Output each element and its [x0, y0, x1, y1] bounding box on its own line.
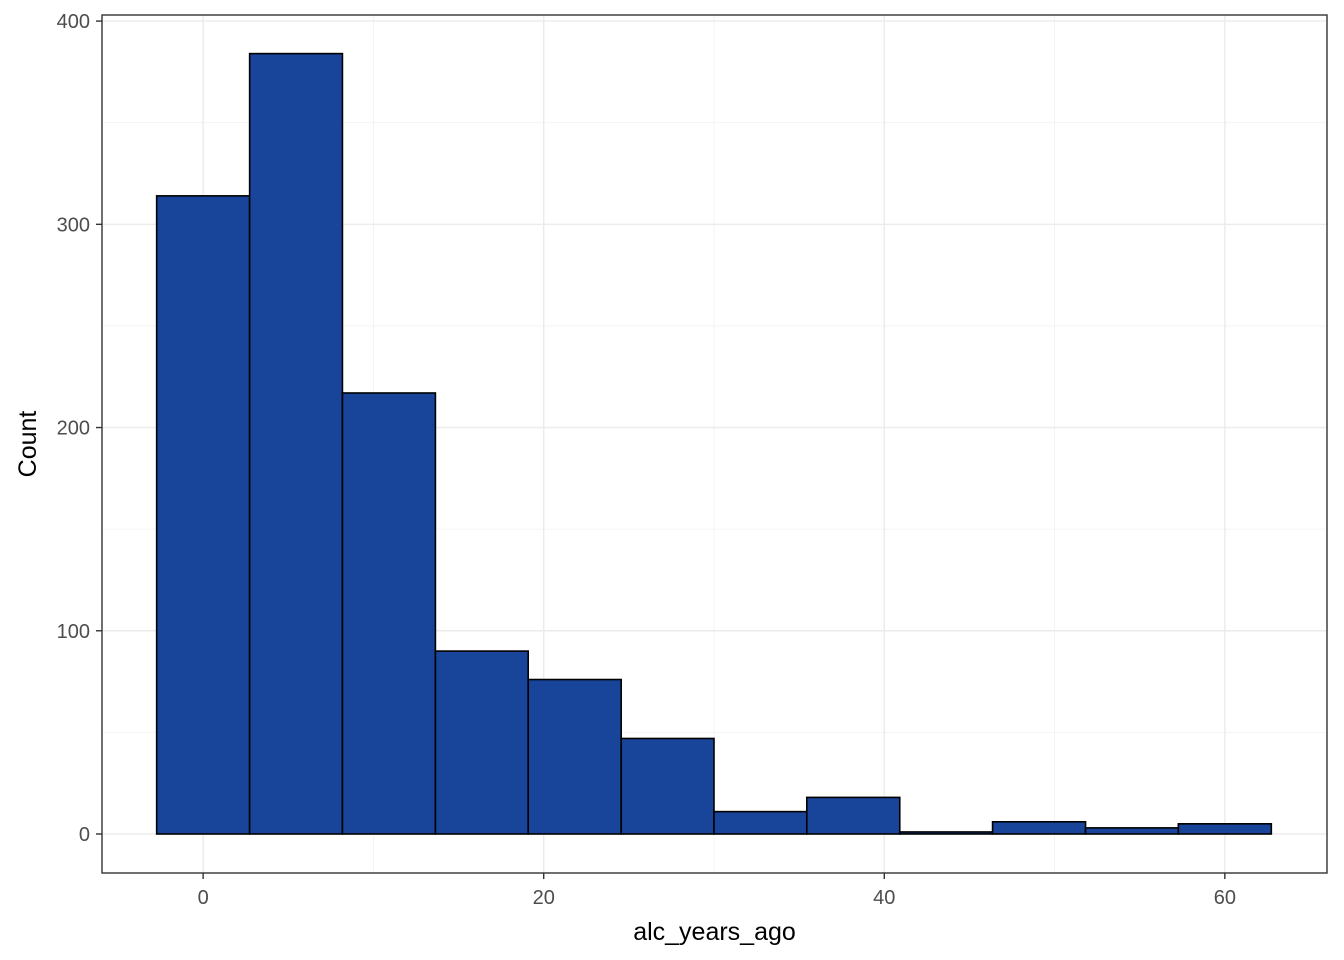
- histogram-bar: [805, 796, 901, 835]
- x-tick-label: 20: [533, 887, 555, 909]
- x-tick-label: 0: [198, 887, 209, 909]
- histogram-bar: [991, 820, 1087, 835]
- histogram-bar: [248, 52, 344, 835]
- panel-border: [101, 14, 1328, 874]
- y-tick-label: 0: [79, 824, 90, 846]
- histogram-bars: [155, 52, 1273, 835]
- histogram-bar: [527, 678, 622, 835]
- x-axis-title: alc_years_ago: [633, 918, 796, 946]
- histogram-bar: [434, 650, 530, 835]
- histogram-bar: [1177, 823, 1273, 835]
- histogram-bar: [341, 392, 437, 835]
- y-axis-title: Count: [14, 411, 42, 478]
- y-tick-label: 400: [57, 11, 90, 33]
- histogram-bar: [898, 831, 994, 835]
- histogram-bar: [1084, 827, 1180, 835]
- y-tick-label: 300: [57, 214, 90, 236]
- histogram-bar: [620, 737, 715, 835]
- y-tick-label: 200: [57, 418, 90, 440]
- x-axis: 0 20 40 60: [198, 873, 1236, 909]
- major-gridlines: [102, 15, 1327, 873]
- histogram-bar: [155, 195, 251, 835]
- x-tick-label: 40: [873, 887, 895, 909]
- y-tick-label: 100: [57, 621, 90, 643]
- histogram-bar: [713, 810, 808, 835]
- x-tick-label: 60: [1214, 887, 1236, 909]
- y-axis: 0 100 200 300 400: [57, 11, 102, 846]
